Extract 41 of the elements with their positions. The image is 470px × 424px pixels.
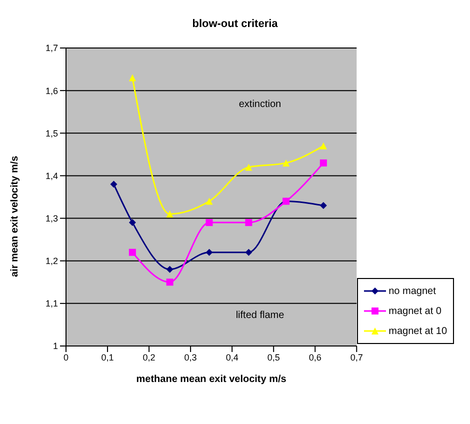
x-tick-label: 0,7	[350, 352, 363, 362]
x-tick-label: 0,1	[101, 352, 114, 362]
point	[282, 159, 290, 166]
annotation: extinction	[238, 98, 282, 110]
point	[166, 210, 174, 218]
x-tick-label: 0,2	[142, 352, 156, 362]
point	[245, 164, 252, 171]
y-tick-label: 1,3	[45, 213, 58, 224]
x-tick-label: 0,3	[184, 352, 197, 362]
y-tick-label: 1	[52, 341, 58, 352]
point	[320, 202, 327, 210]
y-tick-label: 1,1	[45, 298, 58, 309]
legend-label: magnet at 0	[388, 306, 442, 316]
annotation: lifted flame	[236, 310, 284, 322]
y-tick-label: 1,7	[45, 43, 58, 54]
y-tick-label: 1,6	[45, 86, 58, 96]
point	[128, 74, 136, 82]
point	[128, 219, 136, 226]
point	[245, 248, 252, 256]
point	[320, 159, 327, 166]
legend-label: magnet at 10	[388, 326, 447, 336]
point	[110, 180, 118, 188]
y-tick-label: 1,5	[45, 128, 58, 138]
y-axis-title: air mean exit velocity m/s	[10, 155, 21, 277]
point	[166, 266, 174, 273]
point	[320, 142, 327, 150]
x-axis-title: methane mean exit velocity m/s	[136, 374, 287, 385]
y-tick-label: 1,2	[45, 256, 58, 266]
x-tick-label: 0,4	[226, 352, 238, 362]
x-tick-label: 0,5	[267, 352, 280, 362]
x-tick-label: 0,6	[308, 352, 322, 362]
point	[245, 219, 252, 226]
chart-title: blow-out criteria	[191, 18, 279, 30]
point	[206, 219, 213, 226]
point	[206, 198, 213, 205]
point	[206, 248, 213, 256]
point	[128, 248, 136, 256]
point	[166, 278, 174, 286]
legend-label: no magnet	[388, 286, 436, 296]
y-tick-label: 1,4	[45, 170, 58, 181]
x-tick-label: 0	[63, 352, 69, 362]
